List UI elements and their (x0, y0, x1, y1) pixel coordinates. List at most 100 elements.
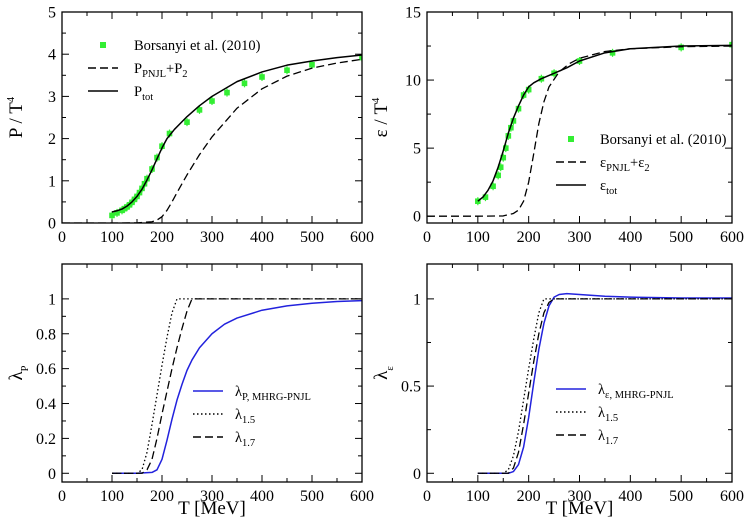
legend-label-sub: ε, MHRG-PNJL (605, 390, 674, 401)
y-axis-label: P / T4 (6, 96, 27, 138)
legend-label: λε, MHRG-PNJL (598, 382, 674, 401)
x-tick-label: 500 (669, 488, 693, 505)
x-tick-label: 300 (200, 488, 224, 505)
y-axis-label-sup: 4 (6, 96, 17, 102)
data-point (184, 119, 190, 125)
x-axis-label: T [MeV] (546, 498, 614, 519)
legend-label-sub: 1.5 (605, 413, 618, 424)
plot-frame (61, 263, 363, 483)
series-group (427, 40, 732, 217)
y-tick-label: 1 (48, 291, 56, 308)
data-point (515, 105, 522, 112)
legend-label: Ptot (134, 84, 153, 103)
y-tick-label: 0 (48, 466, 56, 483)
x-tick-label: 200 (150, 488, 174, 505)
legend-label-sub: P, MHRG-PNJL (242, 392, 311, 403)
legend-label-main: λ (598, 405, 605, 421)
x-tick-label: 300 (568, 229, 592, 246)
y-tick-label: 15 (405, 5, 421, 22)
legend-label-main: ε (600, 155, 606, 171)
legend-label: λ1.7 (235, 430, 255, 449)
x-tick-label: 200 (517, 229, 541, 246)
y-tick-label: 10 (405, 73, 421, 90)
data-point (505, 133, 512, 139)
data-point (109, 212, 115, 219)
x-tick-label: 0 (58, 229, 66, 246)
legend-marker (100, 42, 106, 48)
plot-frame (426, 11, 733, 224)
data-point (495, 172, 501, 179)
legend-label-sub: 1.7 (242, 438, 255, 449)
x-tick-label: 300 (200, 229, 224, 246)
y-tick-label: 4 (48, 47, 56, 64)
data-point (502, 145, 509, 151)
legend-label-sub: 1.5 (242, 415, 255, 426)
y-axis-label-sub: P (20, 365, 31, 371)
data-point (609, 50, 616, 56)
y-axis-label-main: λ (6, 371, 27, 381)
series-line (477, 292, 732, 475)
series-line (62, 58, 362, 223)
legend-label: λ1.7 (598, 428, 618, 447)
data-point (678, 44, 684, 51)
series-group (62, 53, 362, 223)
plot-frame (426, 263, 733, 483)
x-tick-label: 0 (423, 488, 431, 505)
series-group (112, 298, 362, 475)
data-point (490, 183, 496, 190)
data-point (525, 86, 532, 93)
x-tick-label: 600 (720, 229, 744, 246)
legend-label: λP, MHRG-PNJL (235, 384, 311, 403)
y-axis-label-main: P / T (6, 102, 27, 138)
y-tick-label: 0 (48, 216, 56, 233)
legend-label: PPNJL+P2 (134, 61, 188, 80)
y-axis-label-main: λ (371, 370, 392, 380)
series-line (111, 54, 362, 213)
x-tick-label: 100 (100, 488, 124, 505)
y-tick-label: 0.6 (36, 361, 56, 378)
legend-label: εPNJL+ε2 (600, 155, 650, 174)
x-axis-label: T [MeV] (178, 498, 246, 519)
data-point (359, 54, 362, 61)
x-tick-label: 600 (350, 488, 374, 505)
chart-panel-energy: 0 100 200 300 400 500 600 0 5 10 15 ε / T4 Borsanyi … (371, 5, 744, 247)
y-axis-label: ε / T4 (371, 97, 392, 137)
data-point (224, 89, 230, 96)
legend: λε, MHRG-PNJL λ1.5 λ1.7 (556, 382, 674, 447)
y-tick-label: 1 (48, 173, 56, 190)
legend-label-main: λ (235, 430, 242, 446)
series-line (477, 298, 732, 474)
legend-label-main: λ (235, 384, 242, 400)
y-tick-label: 3 (48, 89, 56, 106)
data-point (196, 107, 203, 113)
legend-label-sub: tot (606, 186, 617, 197)
x-tick-label: 100 (466, 229, 490, 246)
y-tick-label: 0.8 (36, 326, 56, 343)
data-point (241, 80, 248, 87)
series-line (477, 298, 732, 474)
y-axis-label: λε (371, 366, 396, 380)
x-tick-label: 600 (350, 229, 374, 246)
x-tick-label: 0 (423, 229, 431, 246)
y-tick-label: 5 (48, 5, 56, 22)
data-point (166, 130, 173, 137)
legend-label: λ1.5 (235, 407, 255, 426)
y-tick-label: 0 (413, 466, 421, 483)
x-tick-label: 400 (250, 488, 274, 505)
legend-label-main: P (134, 61, 142, 77)
x-tick-label: 100 (466, 488, 490, 505)
legend-label-sub: 1.7 (605, 436, 618, 447)
y-tick-label: 0.5 (401, 379, 421, 396)
y-axis-label-sup: 4 (371, 97, 382, 103)
legend-label-sub2: 2 (182, 69, 187, 80)
x-tick-label: 500 (669, 229, 693, 246)
legend-label-sub: PNJL (606, 163, 630, 174)
x-tick-label: 500 (300, 229, 324, 246)
legend-marker (568, 136, 574, 142)
